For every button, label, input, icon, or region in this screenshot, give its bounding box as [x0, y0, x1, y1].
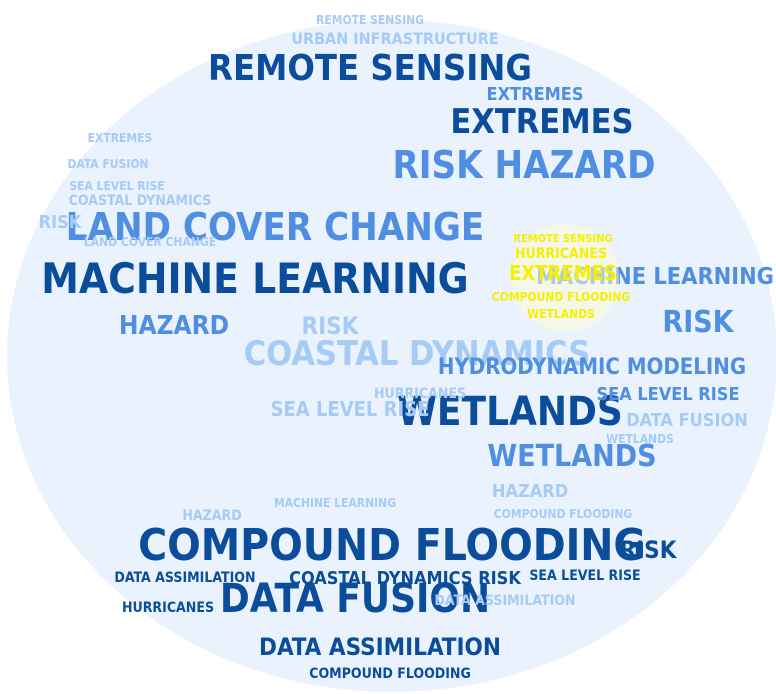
word-wetlands: WETLANDS — [527, 307, 595, 321]
word-risk: RISK — [662, 305, 734, 340]
word-sea-level-rise: SEA LEVEL RISE — [69, 179, 164, 193]
word-hurricanes: HURRICANES — [515, 246, 607, 262]
word-data-assimilation: DATA ASSIMILATION — [259, 633, 501, 661]
word-hurricanes: HURRICANES — [122, 600, 214, 616]
word-extremes: EXTREMES — [487, 84, 584, 105]
word-sea-level-rise: SEA LEVEL RISE — [529, 568, 640, 584]
word-hazard: HAZARD — [182, 508, 241, 524]
word-coastal-dynamics: COASTAL DYNAMICS — [244, 334, 591, 374]
sun-glow — [511, 224, 619, 332]
word-land-cover-change: LAND COVER CHANGE — [66, 205, 484, 249]
word-hazard: HAZARD — [492, 481, 568, 502]
word-wetlands: WETLANDS — [487, 439, 656, 474]
word-remote-sensing: REMOTE SENSING — [316, 13, 424, 27]
word-remote-sensing: REMOTE SENSING — [514, 232, 613, 245]
word-data-assimilation: DATA ASSIMILATION — [114, 570, 255, 586]
word-land-cover-change: LAND COVER CHANGE — [84, 235, 216, 249]
word-hurricanes: HURRICANES — [374, 386, 466, 402]
word-sea-level-rise: SEA LEVEL RISE — [271, 397, 430, 421]
word-compound-flooding: COMPOUND FLOODING — [138, 520, 646, 571]
word-compound-flooding: COMPOUND FLOODING — [492, 290, 631, 304]
word-compound-flooding: COMPOUND FLOODING — [494, 507, 633, 521]
word-data-fusion: DATA FUSION — [220, 576, 490, 622]
word-hazard: HAZARD — [119, 311, 229, 341]
word-urban-infrastructure: URBAN INFRASTRUCTURE — [291, 29, 498, 48]
word-extremes: EXTREMES — [450, 102, 633, 142]
word-data-fusion: DATA FUSION — [626, 410, 748, 431]
word-risk: RISK — [620, 536, 678, 564]
word-wetlands: WETLANDS — [397, 389, 623, 435]
word-extremes: EXTREMES — [509, 261, 617, 285]
word-data-assimilation: DATA ASSIMILATION — [434, 593, 575, 609]
word-risk-hazard: RISK HAZARD — [392, 143, 655, 187]
word-remote-sensing: REMOTE SENSING — [208, 48, 532, 89]
word-risk: RISK — [302, 312, 360, 340]
word-machine-learning: MACHINE LEARNING — [274, 496, 396, 510]
word-hydrodynamic-modeling: HYDRODYNAMIC MODELING — [438, 355, 746, 380]
word-coastal-dynamics: COASTAL DYNAMICS — [69, 193, 212, 209]
word-wetlands: WETLANDS — [606, 432, 674, 446]
word-data-fusion: DATA FUSION — [67, 157, 148, 171]
word-coastal-dynamics-risk: COASTAL DYNAMICS RISK — [289, 568, 522, 589]
word-compound-flooding: COMPOUND FLOODING — [309, 666, 471, 682]
word-risk: RISK — [39, 212, 83, 233]
word-sea-level-rise: SEA LEVEL RISE — [596, 384, 739, 405]
word-extremes: EXTREMES — [88, 131, 153, 145]
word-machine-learning: MACHINE LEARNING — [41, 254, 468, 303]
